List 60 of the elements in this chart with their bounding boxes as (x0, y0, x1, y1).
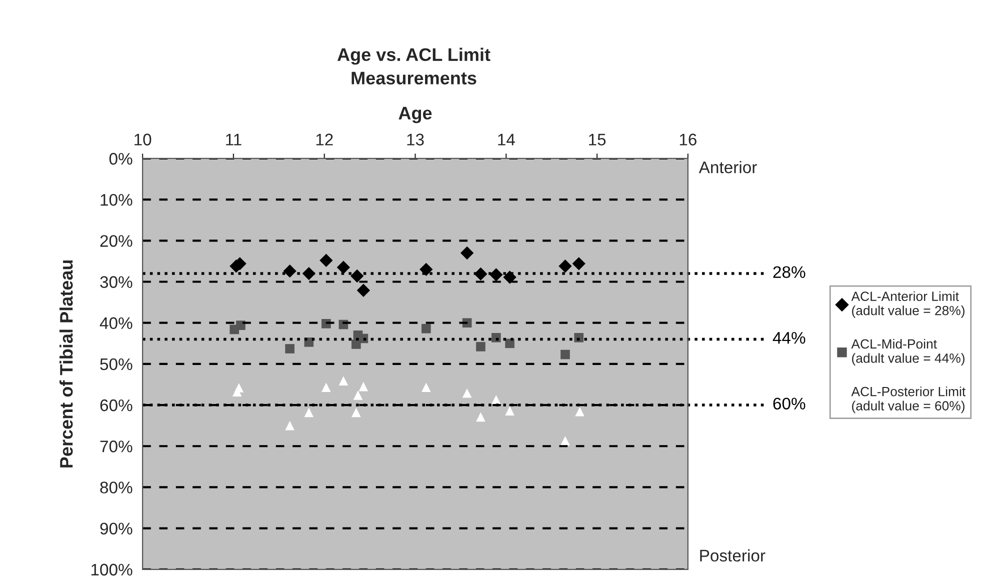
point (322, 319, 331, 328)
point (420, 262, 433, 276)
point (476, 412, 486, 422)
y-tick-label: 80% (100, 482, 132, 494)
chart-title: Age vs. ACL Limit Measurements (337, 48, 490, 84)
point (422, 324, 431, 334)
point (322, 382, 331, 392)
point (285, 420, 294, 430)
x-tick-label: 16 (680, 134, 696, 146)
y-tick-label: 90% (100, 522, 132, 535)
x-tick-label: 12 (316, 134, 333, 146)
y-tick-label: 30% (100, 276, 132, 288)
ref-line-label: 28% (773, 266, 806, 278)
x-axis-title: Age (398, 106, 432, 124)
point (356, 284, 370, 297)
point (230, 324, 240, 334)
point (505, 406, 514, 416)
ref-line-label: 60% (773, 398, 806, 410)
point (304, 408, 314, 418)
text: Anterior (698, 160, 757, 174)
y-tick-label: 0% (109, 152, 132, 165)
x-tick-label: 13 (407, 134, 424, 146)
point (491, 332, 501, 342)
point (560, 350, 570, 360)
point (353, 390, 363, 400)
point (462, 388, 472, 398)
x-tick-label: 11 (226, 134, 242, 146)
x-tick-label: 15 (589, 134, 606, 146)
point (336, 260, 350, 274)
x-tick-label: 10 (134, 134, 152, 146)
text: Posterior (700, 549, 766, 562)
y-tick-label: 60% (100, 399, 132, 412)
y-tick-label: 50% (100, 358, 132, 370)
y-tick-label: 40% (100, 317, 132, 330)
y-tick-label: 70% (100, 440, 132, 452)
point (505, 338, 514, 348)
legend-label: ACL-Anterior Limit (adult value = 28%) (851, 291, 964, 318)
point (460, 246, 474, 260)
point (575, 406, 584, 416)
point (358, 382, 368, 392)
point (422, 382, 431, 392)
point (320, 254, 333, 267)
point (572, 257, 586, 270)
y-tick-label: 100% (91, 564, 132, 576)
y-axis-title: Percent of Tibial Plateau (60, 260, 73, 468)
point (352, 408, 361, 418)
ref-line-label: 44% (772, 332, 806, 344)
point (558, 260, 572, 273)
point (560, 436, 570, 446)
legend-label: ACL-Mid-Point (adult value = 44%) (851, 338, 964, 366)
point (476, 342, 486, 352)
point (574, 332, 584, 342)
y-tick-label: 20% (100, 235, 132, 247)
x-tick-label: 14 (498, 134, 515, 146)
point (285, 344, 294, 354)
point (352, 340, 361, 349)
y-tick-label: 10% (100, 194, 132, 206)
point (338, 376, 348, 386)
text: ACL-Posterior Limit (adult value = 60%) (851, 386, 966, 414)
point (350, 269, 364, 283)
